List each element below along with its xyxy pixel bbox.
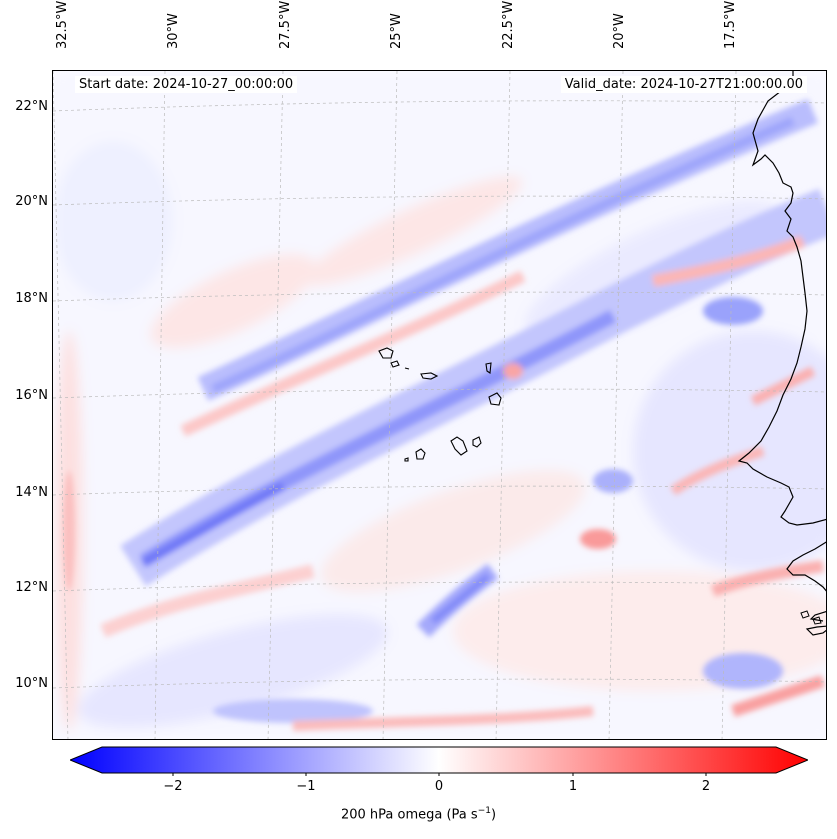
lon-label-20w: 20°W: [612, 13, 627, 49]
lon-label-32-5w: 32.5°W: [55, 0, 70, 49]
units: Pa s: [451, 807, 478, 823]
colorbar-tick-0: 0: [434, 779, 444, 794]
bijagos-islands: [800, 610, 822, 625]
omega-field-background: [53, 71, 826, 739]
lat-label-22n: 22°N: [15, 99, 48, 114]
lat-label-10n: 10°N: [15, 676, 48, 691]
colorbar-tick-2: 2: [701, 779, 711, 794]
colorbar-tick-minus-2: −2: [163, 779, 183, 794]
lon-label-17-5w: 17.5°W: [723, 0, 738, 49]
colorbar-label: 200 hPa omega (Pa s−1): [340, 806, 497, 823]
lon-label-27-5w: 27.5°W: [278, 0, 293, 49]
african-coastline: [737, 71, 826, 636]
map-panel: [52, 70, 827, 740]
gridlines: [53, 71, 826, 739]
valid-date-label: Valid_date: 2024-10-27T21:00:00.00: [560, 76, 807, 93]
lat-label-18n: 18°N: [15, 291, 48, 306]
omega-bands: [63, 98, 826, 731]
units-exponent: −1: [477, 806, 491, 816]
colorbar-tick-minus-1: −1: [296, 779, 316, 794]
omega-field-map: [53, 71, 826, 739]
colorbar: [70, 746, 808, 776]
cape-verde-islands: [378, 347, 502, 462]
lon-label-22-5w: 22.5°W: [501, 0, 516, 49]
lon-label-30w: 30°W: [166, 13, 181, 49]
lat-label-14n: 14°N: [15, 485, 48, 500]
start-date-label: Start date: 2024-10-27_00:00:00: [75, 76, 298, 93]
lat-label-20n: 20°N: [15, 194, 48, 209]
lat-label-16n: 16°N: [15, 388, 48, 403]
variable-name: 200 hPa omega: [340, 807, 443, 823]
lat-label-12n: 12°N: [15, 580, 48, 595]
colorbar-tick-1: 1: [568, 779, 578, 794]
lon-label-25w: 25°W: [389, 13, 404, 49]
